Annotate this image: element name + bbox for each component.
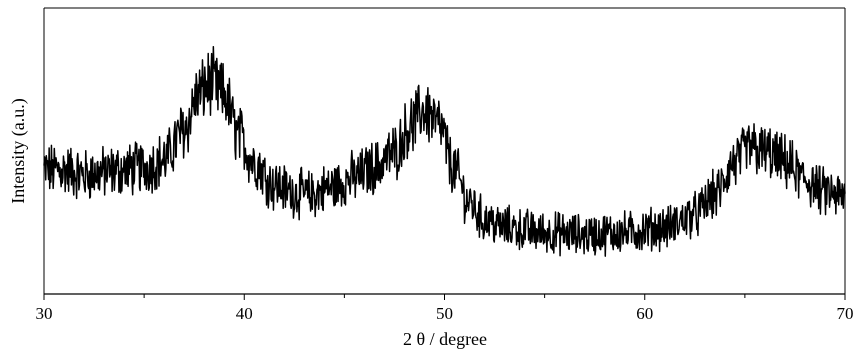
x-axis-ticks: [43, 294, 846, 300]
x-tick-label: 70: [837, 304, 854, 323]
x-tick-label: 30: [36, 304, 53, 323]
intensity-series-line: [43, 46, 846, 257]
y-axis-title: Intensity (a.u.): [8, 98, 29, 203]
x-axis-tick-labels: 30 40 50 60 70: [36, 304, 854, 323]
x-axis-title: 2 θ / degree: [403, 329, 487, 349]
x-tick-label: 40: [236, 304, 253, 323]
x-tick-label: 60: [636, 304, 653, 323]
x-tick-label: 50: [436, 304, 453, 323]
